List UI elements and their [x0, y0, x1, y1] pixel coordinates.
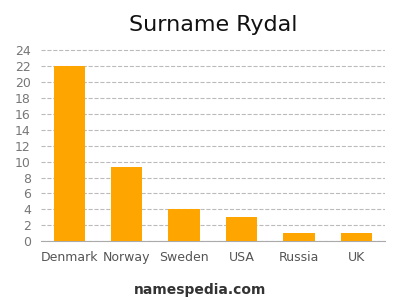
Title: Surname Rydal: Surname Rydal: [128, 15, 297, 35]
Bar: [340, 233, 372, 241]
Bar: [226, 217, 257, 241]
Bar: [111, 167, 142, 241]
Bar: [54, 66, 85, 241]
Text: namespedia.com: namespedia.com: [134, 283, 266, 297]
Bar: [283, 233, 315, 241]
Bar: [168, 208, 200, 241]
